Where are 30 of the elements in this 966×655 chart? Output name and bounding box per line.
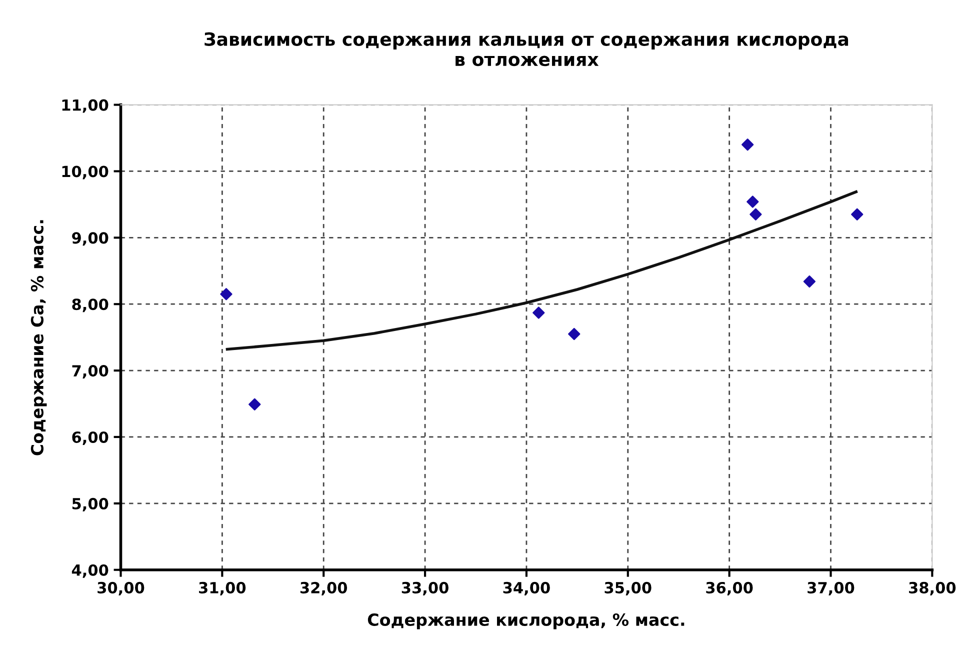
- point: [742, 138, 754, 151]
- y-tick-label: 4,00: [72, 564, 108, 578]
- point: [248, 398, 261, 410]
- y-tick-label: 8,00: [72, 298, 108, 312]
- point: [851, 208, 864, 220]
- y-tick-label: 11,00: [62, 99, 108, 113]
- point: [746, 196, 759, 208]
- y-tick-label: 10,00: [62, 166, 108, 180]
- x-tick-label: 33,00: [402, 582, 448, 596]
- point: [803, 275, 816, 288]
- y-tick-label: 6,00: [72, 431, 108, 445]
- chart-title: Зависимость содержания кальция от содержания кислорода в отложениях: [204, 32, 848, 66]
- x-tick-label: 34,00: [503, 582, 550, 596]
- x-tick-label: 35,00: [604, 582, 652, 596]
- point: [568, 328, 580, 340]
- x-tick-label: 38,00: [909, 582, 956, 596]
- x-tick-label: 30,00: [98, 582, 144, 596]
- x-tick-label: 31,00: [199, 582, 246, 596]
- y-tick-label: 5,00: [72, 498, 108, 512]
- point: [532, 306, 545, 319]
- x-tick-label: 37,00: [808, 582, 854, 596]
- point: [220, 288, 232, 300]
- x-tick-label: 32,00: [300, 582, 348, 596]
- x-tick-label: 36,00: [706, 582, 753, 596]
- point: [750, 208, 762, 220]
- y-axis-title: Содержание Ca, % масс.: [30, 220, 47, 456]
- y-tick-label: 7,00: [72, 365, 108, 379]
- y-tick-label: 9,00: [72, 232, 108, 246]
- x-axis-title: Содержание кислорода, % масс.: [368, 613, 684, 630]
- line-series: [226, 190, 858, 351]
